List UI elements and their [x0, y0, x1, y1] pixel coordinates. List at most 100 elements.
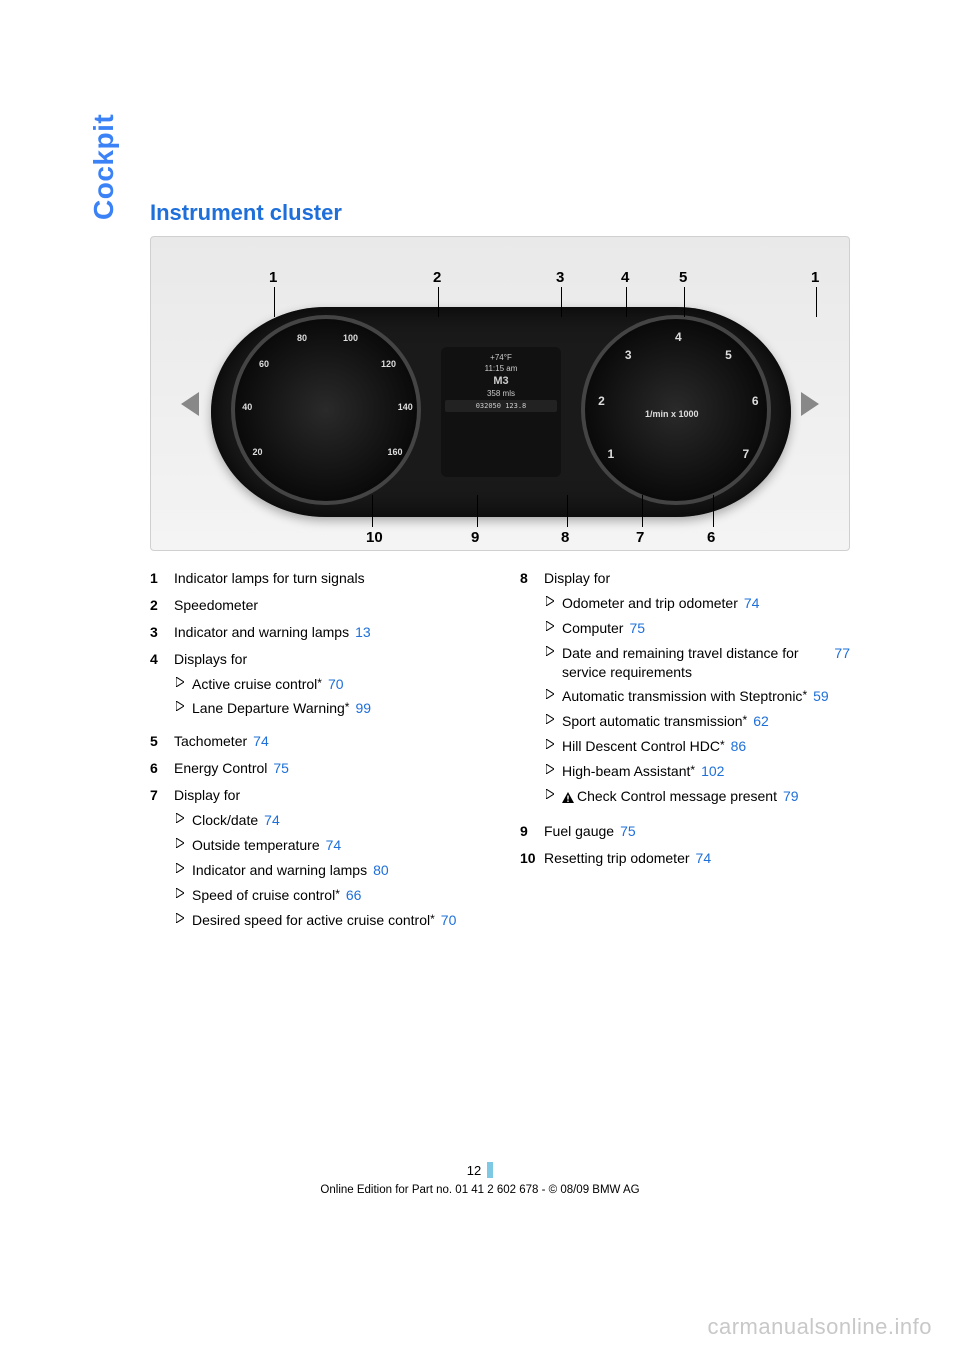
star-icon: *: [317, 676, 322, 690]
page-reference[interactable]: 75: [273, 760, 289, 776]
legend-item: 7Display forClock/date74Outside temperat…: [150, 786, 480, 935]
page-reference[interactable]: 66: [346, 886, 362, 905]
callout-line: [372, 495, 373, 527]
triangle-bullet-icon: [176, 838, 186, 848]
star-icon: *: [430, 912, 435, 926]
legend-subitem-text: Desired speed for active cruise control*: [192, 911, 435, 930]
callout-line: [626, 287, 627, 317]
legend-item-text: Display for Odometer and trip odometer 74 C…: [544, 569, 850, 814]
star-icon: *: [690, 763, 695, 777]
page-reference[interactable]: 75: [620, 823, 636, 839]
page-reference[interactable]: 77: [834, 644, 850, 663]
callout-number: 9: [471, 529, 479, 546]
legend-subitem-text: Check Control message present: [562, 787, 777, 808]
triangle-bullet-icon: [176, 913, 186, 923]
legend-subitem-text: Speed of cruise control*: [192, 886, 340, 905]
page-reference[interactable]: 80: [373, 861, 389, 880]
page-number-bar-icon: [487, 1162, 493, 1178]
legend-right-column: 8Display forOdometer and trip odometer74…: [520, 569, 850, 943]
legend-subitem: Lane Departure Warning*99: [174, 699, 480, 718]
speedometer-dial: 20406080100120140160: [231, 315, 421, 505]
legend-item-label: Tachometer: [174, 733, 247, 749]
legend-item-number: 9: [520, 822, 544, 841]
legend-item-text: Speedometer: [174, 596, 480, 615]
legend-item-label: Display for: [544, 570, 610, 586]
speedo-mark: 140: [398, 402, 413, 412]
legend-item-label: Energy Control: [174, 760, 267, 776]
legend-subitem-text: Clock/date: [192, 811, 258, 830]
section-title: Instrument cluster: [150, 200, 865, 226]
triangle-bullet-icon: [546, 714, 556, 724]
page-reference[interactable]: 74: [744, 594, 760, 613]
triangle-bullet-icon: [546, 596, 556, 606]
legend-item-label: Indicator lamps for turn signals: [174, 570, 365, 586]
legend-item-number: 3: [150, 623, 174, 642]
center-temp: +74°F: [445, 353, 557, 362]
triangle-bullet-icon: [546, 621, 556, 631]
page-reference[interactable]: 86: [731, 737, 747, 756]
speedo-mark: 80: [297, 333, 307, 343]
center-display: +74°F 11:15 am M3 358 mls 032050 123.8: [441, 347, 561, 477]
page-reference[interactable]: 70: [441, 911, 457, 930]
page-content: Instrument cluster 20406080100120140160 …: [95, 200, 865, 943]
center-gear: M3: [445, 375, 557, 387]
legend-subitem-text: High-beam Assistant*: [562, 762, 695, 781]
legend-subitem-text: Odometer and trip odometer: [562, 594, 738, 613]
page-reference[interactable]: 74: [696, 850, 712, 866]
legend-item-text: Tachometer 74: [174, 732, 480, 751]
legend-sublist: Clock/date 74 Outside temperature 74 Indicat…: [174, 811, 480, 929]
tacho-mark: 1: [607, 447, 614, 461]
legend-item: 4Displays forActive cruise control*70Lan…: [150, 650, 480, 725]
legend-subitem-text: Indicator and warning lamps: [192, 861, 367, 880]
star-icon: *: [743, 713, 748, 727]
legend-subitem: Desired speed for active cruise control*…: [174, 911, 480, 930]
triangle-bullet-icon: [176, 677, 186, 687]
page-reference[interactable]: 74: [264, 811, 280, 830]
legend-item-label: Resetting trip odometer: [544, 850, 690, 866]
legend-subitem: Computer75: [544, 619, 850, 638]
speedo-mark: 40: [242, 402, 252, 412]
page-reference[interactable]: 62: [753, 712, 769, 731]
page-reference[interactable]: 13: [355, 624, 371, 640]
page-reference[interactable]: 75: [629, 619, 645, 638]
cluster-body: 20406080100120140160 1/min x 1000 123456…: [211, 307, 791, 517]
page-reference[interactable]: 70: [328, 675, 344, 694]
callout-line: [713, 495, 714, 527]
legend-subitem: Odometer and trip odometer 74: [544, 594, 850, 613]
legend-subitem: Automatic transmission with Steptronic*5…: [544, 687, 850, 706]
star-icon: *: [802, 688, 807, 702]
star-icon: *: [345, 700, 350, 714]
callout-number: 8: [561, 529, 569, 546]
callout-number: 1: [811, 269, 819, 286]
legend-subitem-text: Active cruise control*: [192, 675, 322, 694]
legend-item-number: 2: [150, 596, 174, 615]
legend-subitem-text: Sport automatic transmission*: [562, 712, 747, 731]
center-time: 11:15 am: [445, 364, 557, 373]
legend-subitem: Indicator and warning lamps 80: [174, 861, 480, 880]
legend-item-number: 5: [150, 732, 174, 751]
speedo-mark: 160: [388, 447, 403, 457]
page-reference[interactable]: 59: [813, 687, 829, 706]
legend-item-text: Indicator and warning lamps13: [174, 623, 480, 642]
triangle-bullet-icon: [546, 789, 556, 799]
legend-item-number: 10: [520, 849, 544, 868]
page-reference[interactable]: 79: [783, 787, 799, 806]
legend-subitem-text: Outside temperature: [192, 836, 320, 855]
turn-arrow-right-icon: [801, 392, 819, 416]
page-reference[interactable]: 99: [355, 699, 371, 718]
page-reference[interactable]: 102: [701, 762, 724, 781]
legend-subitem: Clock/date 74: [174, 811, 480, 830]
triangle-bullet-icon: [546, 689, 556, 699]
triangle-bullet-icon: [546, 764, 556, 774]
legend-item-number: 1: [150, 569, 174, 588]
legend-item: 8Display forOdometer and trip odometer74…: [520, 569, 850, 814]
legend-item-label: Display for: [174, 787, 240, 803]
legend-item-number: 4: [150, 650, 174, 669]
speedo-mark: 120: [381, 359, 396, 369]
triangle-bullet-icon: [176, 701, 186, 711]
callout-line: [567, 495, 568, 527]
page-reference[interactable]: 74: [326, 836, 342, 855]
triangle-bullet-icon: [176, 888, 186, 898]
legend-subitem: Active cruise control* 70: [174, 675, 480, 694]
page-reference[interactable]: 74: [253, 733, 269, 749]
